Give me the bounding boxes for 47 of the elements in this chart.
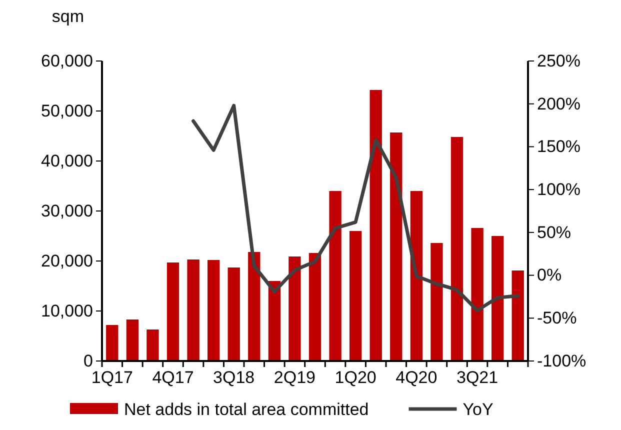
y2-tick-label: 200% bbox=[537, 94, 580, 114]
y-tick-label: 20,000 bbox=[41, 251, 93, 270]
bar bbox=[512, 270, 524, 361]
y2-tick-label: 0% bbox=[537, 266, 562, 285]
bar bbox=[228, 268, 240, 361]
y-tick-label: 10,000 bbox=[41, 301, 93, 320]
x-tick-label: 1Q17 bbox=[91, 368, 133, 387]
y-tick-label: 30,000 bbox=[41, 201, 93, 220]
bar bbox=[329, 191, 342, 361]
bar bbox=[410, 191, 423, 361]
bar bbox=[450, 137, 464, 361]
y-tick-label: 40,000 bbox=[41, 151, 93, 170]
bar bbox=[268, 281, 281, 361]
y2-tick-label: 100% bbox=[537, 180, 580, 200]
bar bbox=[248, 252, 260, 361]
x-tick-label: 4Q17 bbox=[152, 368, 194, 387]
bar bbox=[430, 243, 443, 361]
x-tick-label: 2Q19 bbox=[274, 368, 316, 387]
y2-tick-label: -100% bbox=[537, 351, 586, 370]
y2-tick-label: 250% bbox=[537, 51, 580, 70]
bar bbox=[187, 260, 200, 361]
bar bbox=[390, 132, 402, 361]
x-tick-label: 1Q20 bbox=[334, 368, 376, 387]
bar bbox=[166, 262, 180, 361]
bar bbox=[106, 325, 118, 361]
y2-tick-label: -50% bbox=[537, 308, 577, 328]
x-tick-label: 3Q18 bbox=[213, 368, 255, 387]
y2-tick-label: 150% bbox=[537, 137, 580, 156]
line-series bbox=[192, 104, 520, 312]
y-tick-label: 0 bbox=[84, 351, 93, 370]
bar bbox=[491, 236, 504, 361]
bar bbox=[471, 228, 484, 361]
bar bbox=[308, 253, 322, 361]
bar bbox=[370, 90, 382, 361]
bar bbox=[126, 320, 139, 361]
legend-label: YoY bbox=[462, 400, 494, 419]
y-tick-label: 50,000 bbox=[41, 101, 93, 120]
legend-label: Net adds in total area committed bbox=[124, 400, 369, 419]
bar bbox=[207, 260, 220, 361]
bar bbox=[349, 231, 362, 361]
y2-tick-label: 50% bbox=[537, 222, 572, 242]
y-axis-title: sqm bbox=[52, 7, 84, 26]
bar bbox=[146, 330, 159, 361]
x-tick-label: 3Q21 bbox=[456, 368, 498, 387]
bar bbox=[288, 256, 301, 361]
y-tick-label: 60,000 bbox=[41, 51, 93, 70]
x-tick-label: 4Q20 bbox=[396, 368, 438, 387]
